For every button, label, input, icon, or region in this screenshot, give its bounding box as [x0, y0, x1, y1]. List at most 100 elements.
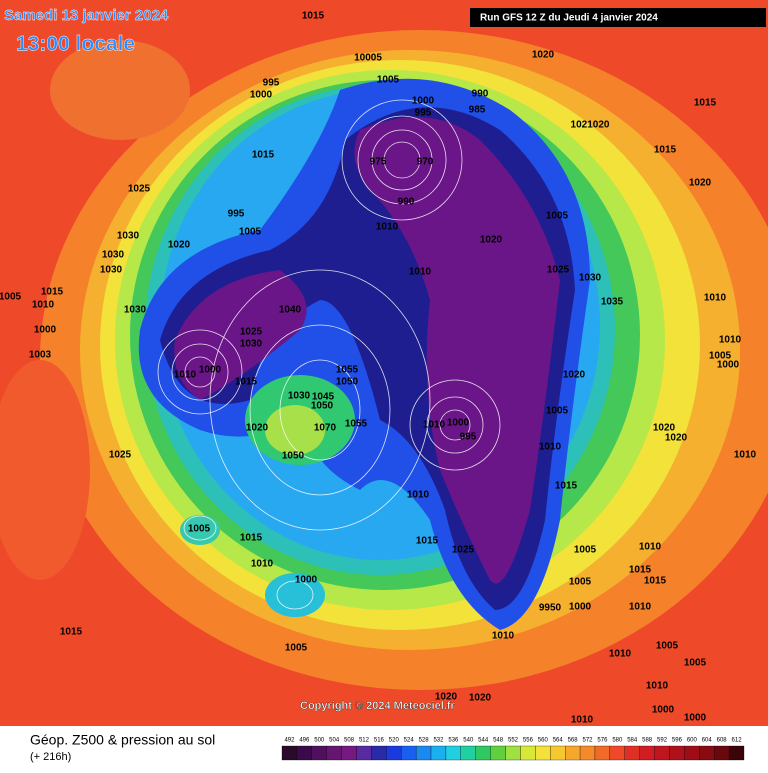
pressure-label: 1015	[654, 145, 677, 156]
legend-tick-label: 556	[523, 738, 534, 744]
legend-swatch	[386, 745, 402, 761]
legend-tick-label: 528	[419, 738, 430, 744]
pressure-label: 1005	[574, 545, 597, 556]
pressure-label: 1015	[644, 576, 667, 587]
pressure-label: 1010	[629, 602, 652, 613]
legend-tick-label: 604	[702, 738, 713, 744]
pressure-label: 975	[370, 157, 387, 168]
pressure-label: 1015	[235, 377, 258, 388]
pressure-label: 1015	[60, 627, 83, 638]
legend-tick-label: 608	[717, 738, 728, 744]
footer-title: Géop. Z500 & pression au sol	[30, 732, 215, 748]
pressure-label: 1010	[174, 370, 197, 381]
legend-tick-label: 572	[583, 738, 594, 744]
legend-swatch	[490, 745, 506, 761]
pressure-label: 1015	[240, 533, 263, 544]
legend-swatch	[401, 745, 417, 761]
legend-tick-label: 520	[389, 738, 400, 744]
legend-swatch	[714, 745, 730, 761]
pressure-label: 1005	[239, 227, 262, 238]
pressure-label: 1000	[717, 360, 740, 371]
legend-tick-label: 496	[299, 738, 310, 744]
pressure-label: 1010	[409, 267, 432, 278]
legend-swatch	[579, 745, 596, 761]
legend-tick-label: 548	[493, 738, 504, 744]
legend-tick-label: 612	[732, 738, 743, 744]
pressure-label: 1015	[555, 481, 578, 492]
pressure-label: 1030	[288, 391, 311, 402]
legend-tick-label: 524	[404, 738, 415, 744]
pressure-label: 970	[417, 157, 434, 168]
pressure-label: 1000	[569, 602, 592, 613]
pressure-label: 1005	[569, 577, 592, 588]
legend-swatch	[281, 745, 298, 761]
pressure-label: 1010	[734, 450, 757, 461]
legend-swatch	[341, 745, 357, 761]
pressure-label: 1045	[312, 392, 335, 403]
pressure-label: 1010	[423, 420, 446, 431]
pressure-label: 10005	[354, 53, 382, 64]
legend-tick-label: 596	[672, 738, 683, 744]
legend-tick-label: 504	[329, 738, 340, 744]
pressure-label: 1040	[279, 305, 302, 316]
pressure-label: 1030	[579, 273, 602, 284]
legend-tick-label: 508	[344, 738, 355, 744]
pressure-label: 1015	[416, 536, 439, 547]
legend-swatch	[699, 745, 715, 761]
pressure-label: 1050	[311, 401, 334, 412]
legend-tick-label: 588	[642, 738, 653, 744]
legend-swatch	[639, 745, 655, 761]
pressure-label: 1000	[34, 325, 57, 336]
legend-swatch	[565, 745, 581, 761]
pressure-label: 1055	[336, 365, 359, 376]
legend-tick-label: 492	[284, 738, 295, 744]
legend-swatch	[430, 745, 447, 761]
legend-swatch	[594, 745, 611, 761]
legend-tick-label: 544	[478, 738, 489, 744]
pressure-label: 985	[469, 105, 486, 116]
pressure-label: 1025	[240, 327, 263, 338]
legend-swatch	[684, 745, 700, 761]
pressure-label: 1010	[32, 300, 55, 311]
pressure-label: 1005	[377, 75, 400, 86]
pressure-label: 1020	[435, 692, 458, 703]
copyright: Copyright © 2024 Meteociel.fr	[300, 700, 456, 712]
legend-swatch	[669, 745, 685, 761]
run-box	[470, 8, 766, 27]
legend-swatch	[371, 745, 387, 761]
pressure-label: 1030	[117, 231, 140, 242]
pressure-label: 1010	[639, 542, 662, 553]
pressure-label: 1020	[532, 50, 555, 61]
legend-swatch	[415, 745, 432, 761]
pressure-label: 1010	[492, 631, 515, 642]
pressure-label: 1015	[41, 287, 64, 298]
legend-tick-label: 532	[433, 738, 444, 744]
pressure-label: 1025	[452, 545, 475, 556]
legend-swatch	[535, 745, 551, 761]
pressure-label: 1020	[469, 693, 492, 704]
pressure-label: 1003	[29, 350, 52, 361]
isobars	[157, 99, 501, 610]
pressure-label: 1000	[652, 705, 675, 716]
pressure-label: 1020	[563, 370, 586, 381]
legend-swatch	[505, 745, 521, 761]
pressure-label: 1015	[302, 11, 325, 22]
pressure-label: 1030	[102, 250, 125, 261]
legend-tick-label: 592	[657, 738, 668, 744]
pressure-label: 1005	[285, 643, 308, 654]
pressure-label: 1025	[109, 450, 132, 461]
legend: 492 496 500 504 508 512 516 520 524 528 532 536 540 5…	[281, 738, 745, 761]
pressure-label: 9950	[539, 603, 562, 614]
pressure-label: 1005	[0, 292, 22, 303]
pressure-label: 1020	[246, 423, 269, 434]
pressure-label: 1010	[376, 222, 399, 233]
date: Samedi 13 janvier 2024	[4, 7, 169, 24]
pressure-label: 1055	[345, 419, 368, 430]
pressure-label: 1010	[571, 715, 594, 726]
pressure-label: 1000	[684, 713, 707, 724]
pressure-label: 1020	[168, 240, 191, 251]
pressure-label: 1005	[656, 641, 679, 652]
pressure-label: 1025	[547, 265, 570, 276]
legend-swatch	[654, 745, 670, 761]
